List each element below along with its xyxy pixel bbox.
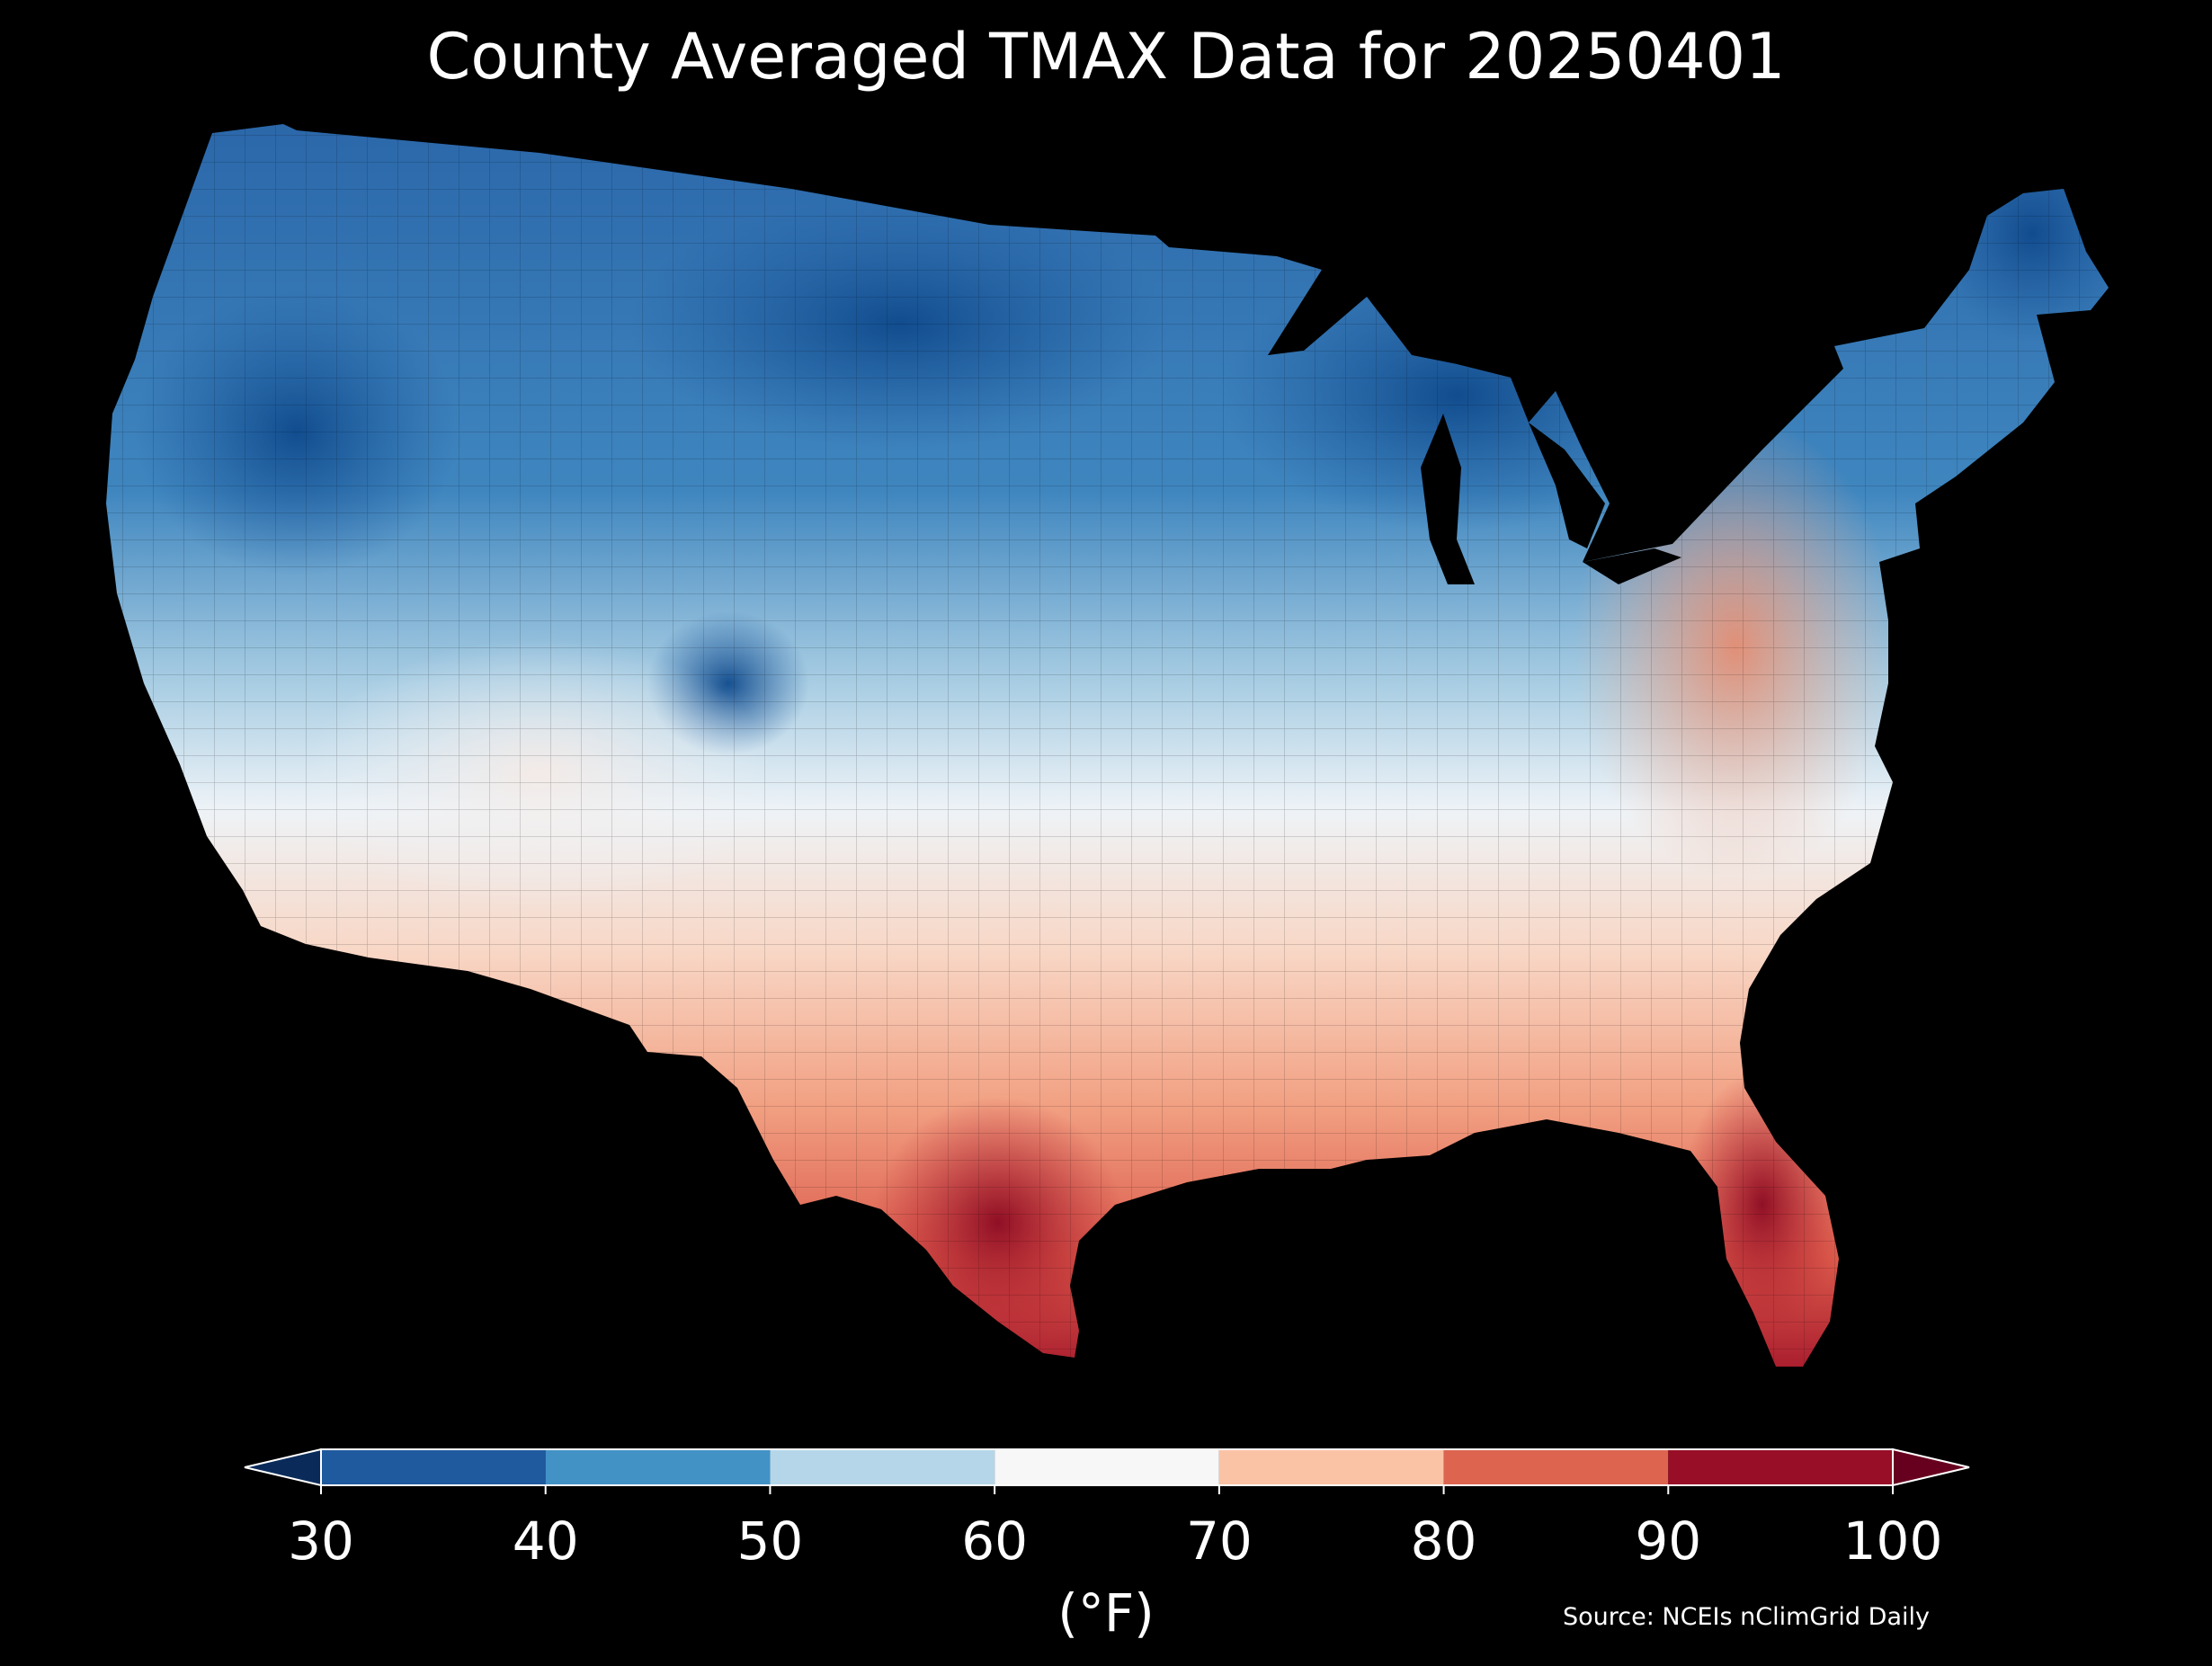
lake-huron bbox=[1529, 423, 1605, 548]
colorbar-bin-40-50 bbox=[545, 1449, 771, 1485]
colorbar-bin-70-80 bbox=[1218, 1449, 1444, 1485]
colorbar-tick-label: 30 bbox=[288, 1510, 354, 1572]
colorbar-over-arrow bbox=[1892, 1448, 1970, 1487]
source-credit: Source: NCEIs nClimGrid Daily bbox=[1563, 1603, 1930, 1631]
colorbar-under-arrow bbox=[244, 1448, 322, 1487]
colorbar-tick-label: 80 bbox=[1410, 1510, 1477, 1572]
colorbar-bin-80-90 bbox=[1443, 1449, 1669, 1485]
colorbar-bin-60-70 bbox=[995, 1449, 1219, 1485]
colorbar-bin-90-100 bbox=[1668, 1449, 1893, 1485]
colorbar-bins bbox=[321, 1449, 1893, 1485]
county-fill-layer bbox=[106, 124, 2109, 1367]
colorbar-tick-label: 90 bbox=[1635, 1510, 1702, 1572]
colorbar-tick-label: 50 bbox=[736, 1510, 804, 1572]
colorbar-unit-label: (°F) bbox=[1057, 1582, 1155, 1644]
colorbar-tick-label: 40 bbox=[512, 1510, 579, 1572]
lake-superior bbox=[1268, 297, 1367, 355]
map-title: County Averaged TMAX Data for 20250401 bbox=[426, 20, 1786, 94]
colorbar-tick-label: 100 bbox=[1842, 1510, 1943, 1572]
lake-michigan bbox=[1421, 414, 1475, 584]
lake-erie bbox=[1583, 548, 1681, 584]
colorbar-bin-50-60 bbox=[770, 1449, 995, 1485]
county-boundaries bbox=[106, 124, 2109, 1367]
great-lakes bbox=[1268, 297, 1681, 584]
colorbar-ticks bbox=[320, 1485, 1894, 1494]
colorbar-bin-30-40 bbox=[321, 1449, 546, 1485]
colorbar bbox=[244, 1448, 1970, 1494]
colorbar-tick-label: 70 bbox=[1185, 1510, 1253, 1572]
colorbar-frame bbox=[320, 1448, 1894, 1486]
colorbar-tick-label: 60 bbox=[961, 1510, 1029, 1572]
